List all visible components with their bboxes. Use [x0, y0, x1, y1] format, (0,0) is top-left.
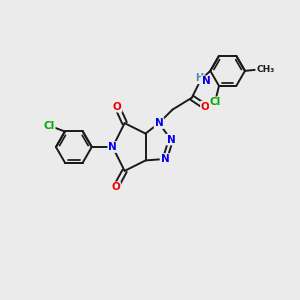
Text: O: O: [111, 182, 120, 192]
Text: H: H: [195, 73, 203, 83]
Text: CH₃: CH₃: [256, 65, 274, 74]
Text: N: N: [154, 118, 163, 128]
Text: N: N: [160, 154, 169, 164]
Text: Cl: Cl: [44, 121, 55, 131]
Text: O: O: [201, 102, 210, 112]
Text: N: N: [108, 142, 117, 152]
Text: N: N: [167, 134, 175, 145]
Text: N: N: [202, 76, 211, 86]
Text: Cl: Cl: [210, 97, 221, 107]
Text: O: O: [113, 102, 122, 112]
